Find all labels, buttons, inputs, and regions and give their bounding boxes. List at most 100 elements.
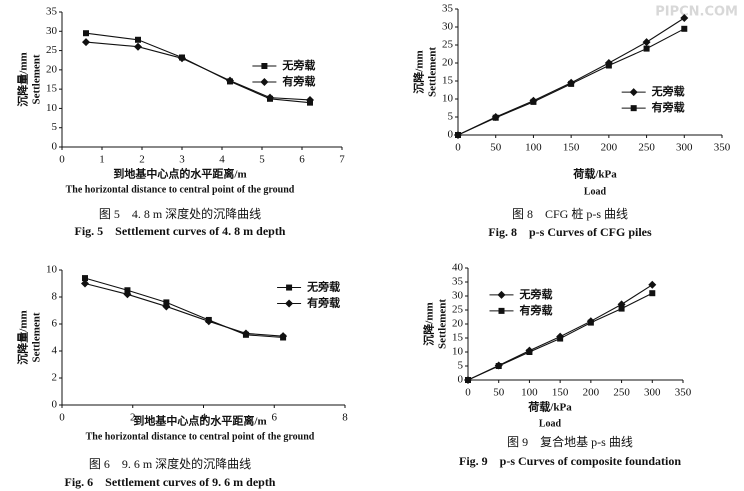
marker-square <box>124 287 131 294</box>
marker-square <box>495 363 502 369</box>
x-axis-label-en: The horizontal distance to central point… <box>66 184 295 195</box>
marker-square <box>568 80 575 87</box>
x-tick-label: 1 <box>99 154 105 166</box>
caption-en: Fig. 5 Settlement curves of 4. 8 m depth <box>75 224 286 238</box>
marker-square <box>649 290 656 297</box>
series-line <box>85 32 311 104</box>
marker-square <box>643 45 650 52</box>
marker-square <box>83 30 89 37</box>
marker-diamond <box>629 88 638 97</box>
watermark: PIPCN.COM <box>655 5 738 20</box>
y-tick-label: 20 <box>452 318 464 330</box>
legend-label: 无旁载 <box>306 280 340 294</box>
x-tick-label: 0 <box>59 154 65 166</box>
marker-square <box>618 305 625 312</box>
marker-square <box>605 62 612 69</box>
x-tick-label: 300 <box>644 387 661 399</box>
marker-diamond <box>497 290 506 299</box>
x-tick-label: 7 <box>339 154 345 166</box>
marker-square <box>587 319 594 326</box>
caption: 图 8 CFG 桩 p-s 曲线 <box>512 206 628 221</box>
legend-label: 有旁载 <box>520 303 553 317</box>
y-tick-label: 40 <box>452 262 464 274</box>
marker-diamond <box>226 76 234 85</box>
x-tick-label: 350 <box>675 387 692 399</box>
y-tick-label: 15 <box>442 75 454 87</box>
x-tick-label: 0 <box>465 387 471 399</box>
marker-square <box>557 335 564 342</box>
marker-diamond <box>82 38 90 47</box>
x-tick-label: 4 <box>201 412 207 424</box>
marker-diamond <box>162 302 171 311</box>
x-tick-label: 200 <box>583 387 600 399</box>
y-axis-label-en: Settlement <box>437 299 449 349</box>
y-tick-label: 30 <box>442 21 454 33</box>
marker-square <box>492 114 499 121</box>
legend-label: 无旁载 <box>651 84 685 98</box>
y-tick-label: 15 <box>452 332 464 344</box>
x-tick-label: 6 <box>272 412 278 424</box>
series-line <box>84 282 284 337</box>
caption-en: Fig. 8 p-s Curves of CFG piles <box>488 225 652 239</box>
y-axis-label: 沉降/mm <box>422 302 436 345</box>
x-axis-label: 荷载/kPa <box>572 167 617 181</box>
x-tick-label: 350 <box>714 142 731 154</box>
x-tick-label: 200 <box>601 142 618 154</box>
y-tick-label: 2 <box>52 372 58 384</box>
marker-square <box>286 284 293 291</box>
caption: 图 9 复合地基 p-s 曲线 <box>507 434 633 449</box>
caption: 图 5 4. 8 m 深度处的沉降曲线 <box>99 206 261 221</box>
x-axis-label: 到地基中心点的水平距离/m <box>133 414 266 428</box>
marker-square <box>81 275 88 282</box>
marker-square <box>135 36 141 43</box>
marker-diamond <box>80 279 89 288</box>
x-tick-label: 0 <box>59 412 65 424</box>
series-line <box>84 277 284 339</box>
marker-square <box>498 307 505 314</box>
legend-label: 有旁载 <box>307 296 340 310</box>
x-tick-label: 150 <box>552 387 569 399</box>
y-tick-label: 35 <box>442 3 454 15</box>
y-tick-label: 20 <box>442 57 454 69</box>
caption-en: Fig. 9 p-s Curves of composite foundatio… <box>459 454 681 468</box>
marker-square <box>526 349 533 355</box>
y-axis-label-en: Settlement <box>427 47 439 97</box>
y-axis-label-en: Settlement <box>31 54 43 104</box>
y-tick-label: 10 <box>46 102 58 114</box>
y-tick-label: 15 <box>46 83 58 95</box>
x-tick-label: 300 <box>676 142 693 154</box>
x-axis-label-en: Load <box>539 418 562 429</box>
y-tick-label: 8 <box>52 291 58 303</box>
y-tick-label: 25 <box>442 39 454 51</box>
y-tick-label: 35 <box>46 6 58 18</box>
x-tick-label: 2 <box>130 412 136 424</box>
x-tick-label: 8 <box>342 412 348 424</box>
marker-diamond <box>241 329 250 338</box>
marker-square <box>455 132 461 138</box>
x-tick-label: 5 <box>259 154 265 166</box>
marker-square <box>465 377 471 383</box>
marker-diamond <box>642 38 651 47</box>
y-tick-label: 25 <box>452 304 464 316</box>
marker-diamond <box>306 95 314 104</box>
x-tick-label: 250 <box>638 142 655 154</box>
marker-diamond <box>279 332 288 341</box>
x-tick-label: 50 <box>493 387 505 399</box>
marker-diamond <box>260 78 269 86</box>
y-tick-label: 10 <box>452 346 464 358</box>
legend-label: 无旁载 <box>519 287 553 301</box>
x-tick-label: 150 <box>563 142 580 154</box>
x-tick-label: 2 <box>139 154 145 166</box>
y-tick-label: 0 <box>52 399 58 411</box>
marker-square <box>630 105 637 112</box>
x-tick-label: 6 <box>299 154 305 166</box>
legend-label: 无旁载 <box>281 58 315 72</box>
y-tick-label: 0 <box>448 129 454 141</box>
x-tick-label: 3 <box>179 154 185 166</box>
y-tick-label: 10 <box>442 93 454 105</box>
y-tick-label: 6 <box>52 318 58 330</box>
marker-square <box>681 25 688 32</box>
y-tick-label: 5 <box>448 111 454 123</box>
x-tick-label: 0 <box>455 142 461 154</box>
x-tick-label: 50 <box>490 142 502 154</box>
